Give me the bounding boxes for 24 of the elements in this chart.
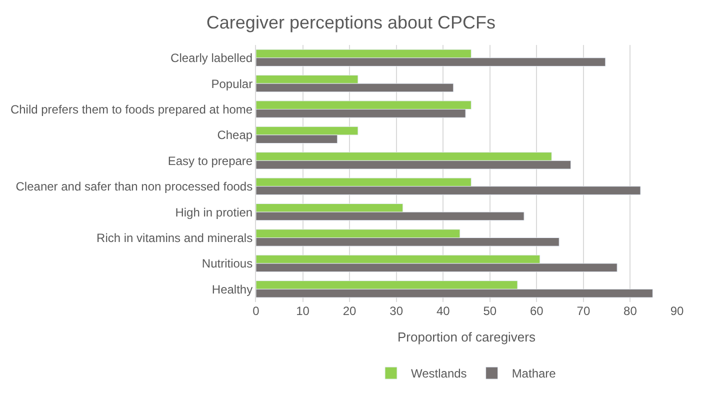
x-tick-label: 50: [483, 304, 497, 318]
y-tick-label: High in protien: [175, 205, 253, 220]
x-tick-label: 10: [296, 304, 310, 318]
y-tick-label: Cheap: [217, 128, 253, 142]
x-tick-label: 80: [624, 304, 638, 318]
x-tick-label: 0: [252, 304, 260, 318]
y-tick-label: Easy to prepare: [168, 154, 253, 168]
y-tick-label: Nutritious: [202, 256, 253, 271]
y-tick-label: Clearly labelled: [170, 51, 253, 66]
x-tick-label: 20: [342, 304, 357, 318]
y-tick-label: Healthy: [212, 282, 253, 296]
x-tick-label: 60: [530, 304, 544, 318]
x-axis-title: Proportion of caregivers: [397, 330, 536, 345]
x-tick-label: 70: [576, 304, 590, 318]
x-tick-label: 40: [436, 304, 450, 318]
legend-label: Mathare: [512, 366, 556, 381]
y-tick-label: Popular: [211, 76, 253, 91]
y-tick-label: Child prefers them to foods prepared at home: [10, 102, 253, 116]
legend-label: Westlands: [411, 366, 467, 381]
y-tick-label: Rich in vitamins and minerals: [96, 230, 253, 245]
x-tick-label: 90: [670, 304, 684, 318]
y-tick-label: Cleaner and safer than non processed foods: [16, 180, 253, 194]
chart-title: Caregiver perceptions about CPCFs: [206, 12, 496, 32]
x-tick-label: 30: [390, 304, 404, 318]
